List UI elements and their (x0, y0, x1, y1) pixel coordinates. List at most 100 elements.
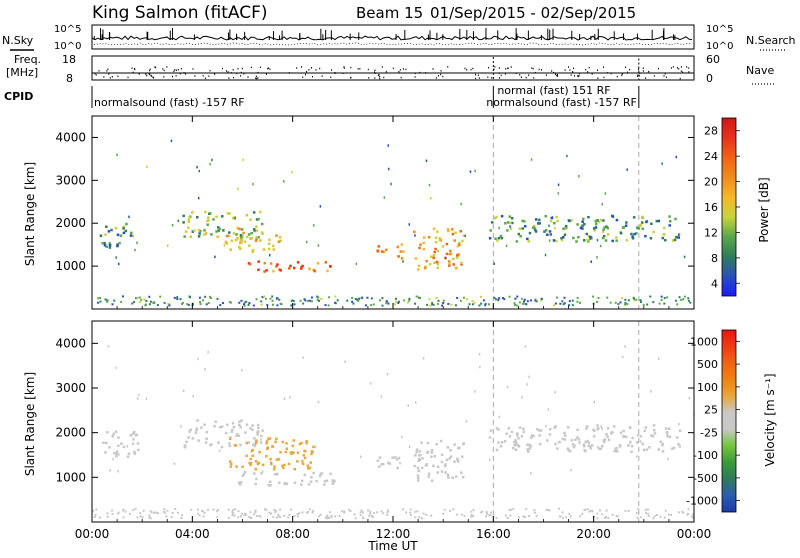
data-cell (570, 468, 572, 472)
data-cell (425, 259, 428, 263)
data-cell (635, 232, 638, 235)
data-cell (691, 516, 694, 519)
data-cell (268, 437, 272, 440)
data-cell (370, 297, 373, 300)
data-cell (555, 215, 558, 219)
data-cell (427, 475, 430, 478)
data-cell (451, 476, 454, 480)
data-cell (616, 450, 619, 453)
data-cell (291, 444, 295, 448)
data-cell (526, 443, 529, 447)
data-cell (360, 455, 362, 459)
data-cell (572, 236, 575, 240)
data-cell (493, 216, 497, 220)
data-cell (302, 453, 306, 457)
data-cell (200, 509, 203, 512)
data-cell (325, 479, 329, 483)
data-cell (402, 250, 405, 253)
data-cell (677, 442, 680, 446)
data-cell (272, 269, 275, 273)
data-cell (585, 427, 588, 430)
data-cell (668, 427, 671, 430)
data-cell (590, 260, 592, 263)
data-cell (237, 245, 241, 249)
data-cell (170, 516, 173, 519)
data-cell (429, 196, 432, 200)
data-cell (198, 514, 201, 517)
data-cell (556, 219, 559, 223)
data-cell (274, 511, 277, 514)
data-cell (135, 297, 138, 300)
data-cell (529, 472, 532, 475)
data-cell (663, 226, 666, 230)
data-cell (204, 441, 208, 444)
data-cell (449, 252, 452, 256)
data-cell (434, 236, 438, 239)
data-cell (235, 434, 238, 438)
data-cell (252, 443, 255, 447)
data-cell (488, 237, 492, 240)
data-cell (549, 219, 553, 223)
data-cell (277, 513, 280, 516)
y-tick-label: 4000 (55, 130, 86, 144)
data-cell (149, 300, 152, 303)
data-cell (330, 516, 333, 519)
data-cell (146, 165, 148, 169)
data-cell (655, 513, 658, 516)
data-cell (165, 515, 168, 518)
data-cell (127, 452, 131, 456)
data-cell (153, 511, 156, 514)
data-cell (600, 425, 602, 429)
data-cell (279, 451, 282, 454)
data-cell (420, 441, 423, 444)
data-cell (538, 222, 541, 225)
data-cell (576, 436, 579, 439)
data-cell (504, 514, 507, 517)
data-cell (238, 241, 242, 245)
data-cell (443, 508, 446, 511)
data-cell (293, 514, 296, 517)
data-cell (433, 454, 437, 458)
data-cell (523, 224, 527, 228)
data-cell (305, 441, 309, 445)
data-cell (430, 479, 434, 483)
data-cell (256, 431, 259, 434)
data-cell (553, 221, 556, 225)
data-cell (414, 454, 417, 457)
data-cell (284, 450, 288, 454)
data-cell (563, 302, 566, 305)
data-cell (416, 466, 420, 470)
data-cell (428, 263, 432, 266)
data-cell (586, 238, 589, 242)
data-cell (231, 514, 234, 517)
data-cell (259, 441, 263, 444)
data-cell (307, 511, 310, 514)
data-cell (125, 222, 128, 226)
data-cell (576, 296, 579, 299)
data-cell (254, 467, 257, 471)
data-cell (488, 458, 491, 461)
data-cell (630, 232, 633, 236)
data-cell (689, 301, 692, 304)
data-cell (236, 226, 239, 230)
data-cell (136, 397, 139, 400)
data-cell (226, 423, 229, 427)
data-cell (444, 256, 447, 260)
data-cell (566, 154, 568, 158)
data-cell (562, 303, 565, 306)
data-cell (118, 241, 121, 245)
data-cell (499, 445, 503, 448)
power-data (97, 116, 692, 309)
data-cell (515, 443, 518, 446)
data-cell (298, 512, 301, 515)
data-cell (506, 221, 510, 224)
data-cell (261, 232, 264, 236)
data-cell (133, 430, 136, 434)
data-cell (240, 241, 243, 244)
data-cell (143, 298, 146, 301)
data-cell (240, 419, 243, 422)
data-cell (308, 466, 312, 470)
data-cell (136, 516, 139, 519)
data-cell (188, 430, 191, 433)
data-cell (94, 513, 97, 516)
